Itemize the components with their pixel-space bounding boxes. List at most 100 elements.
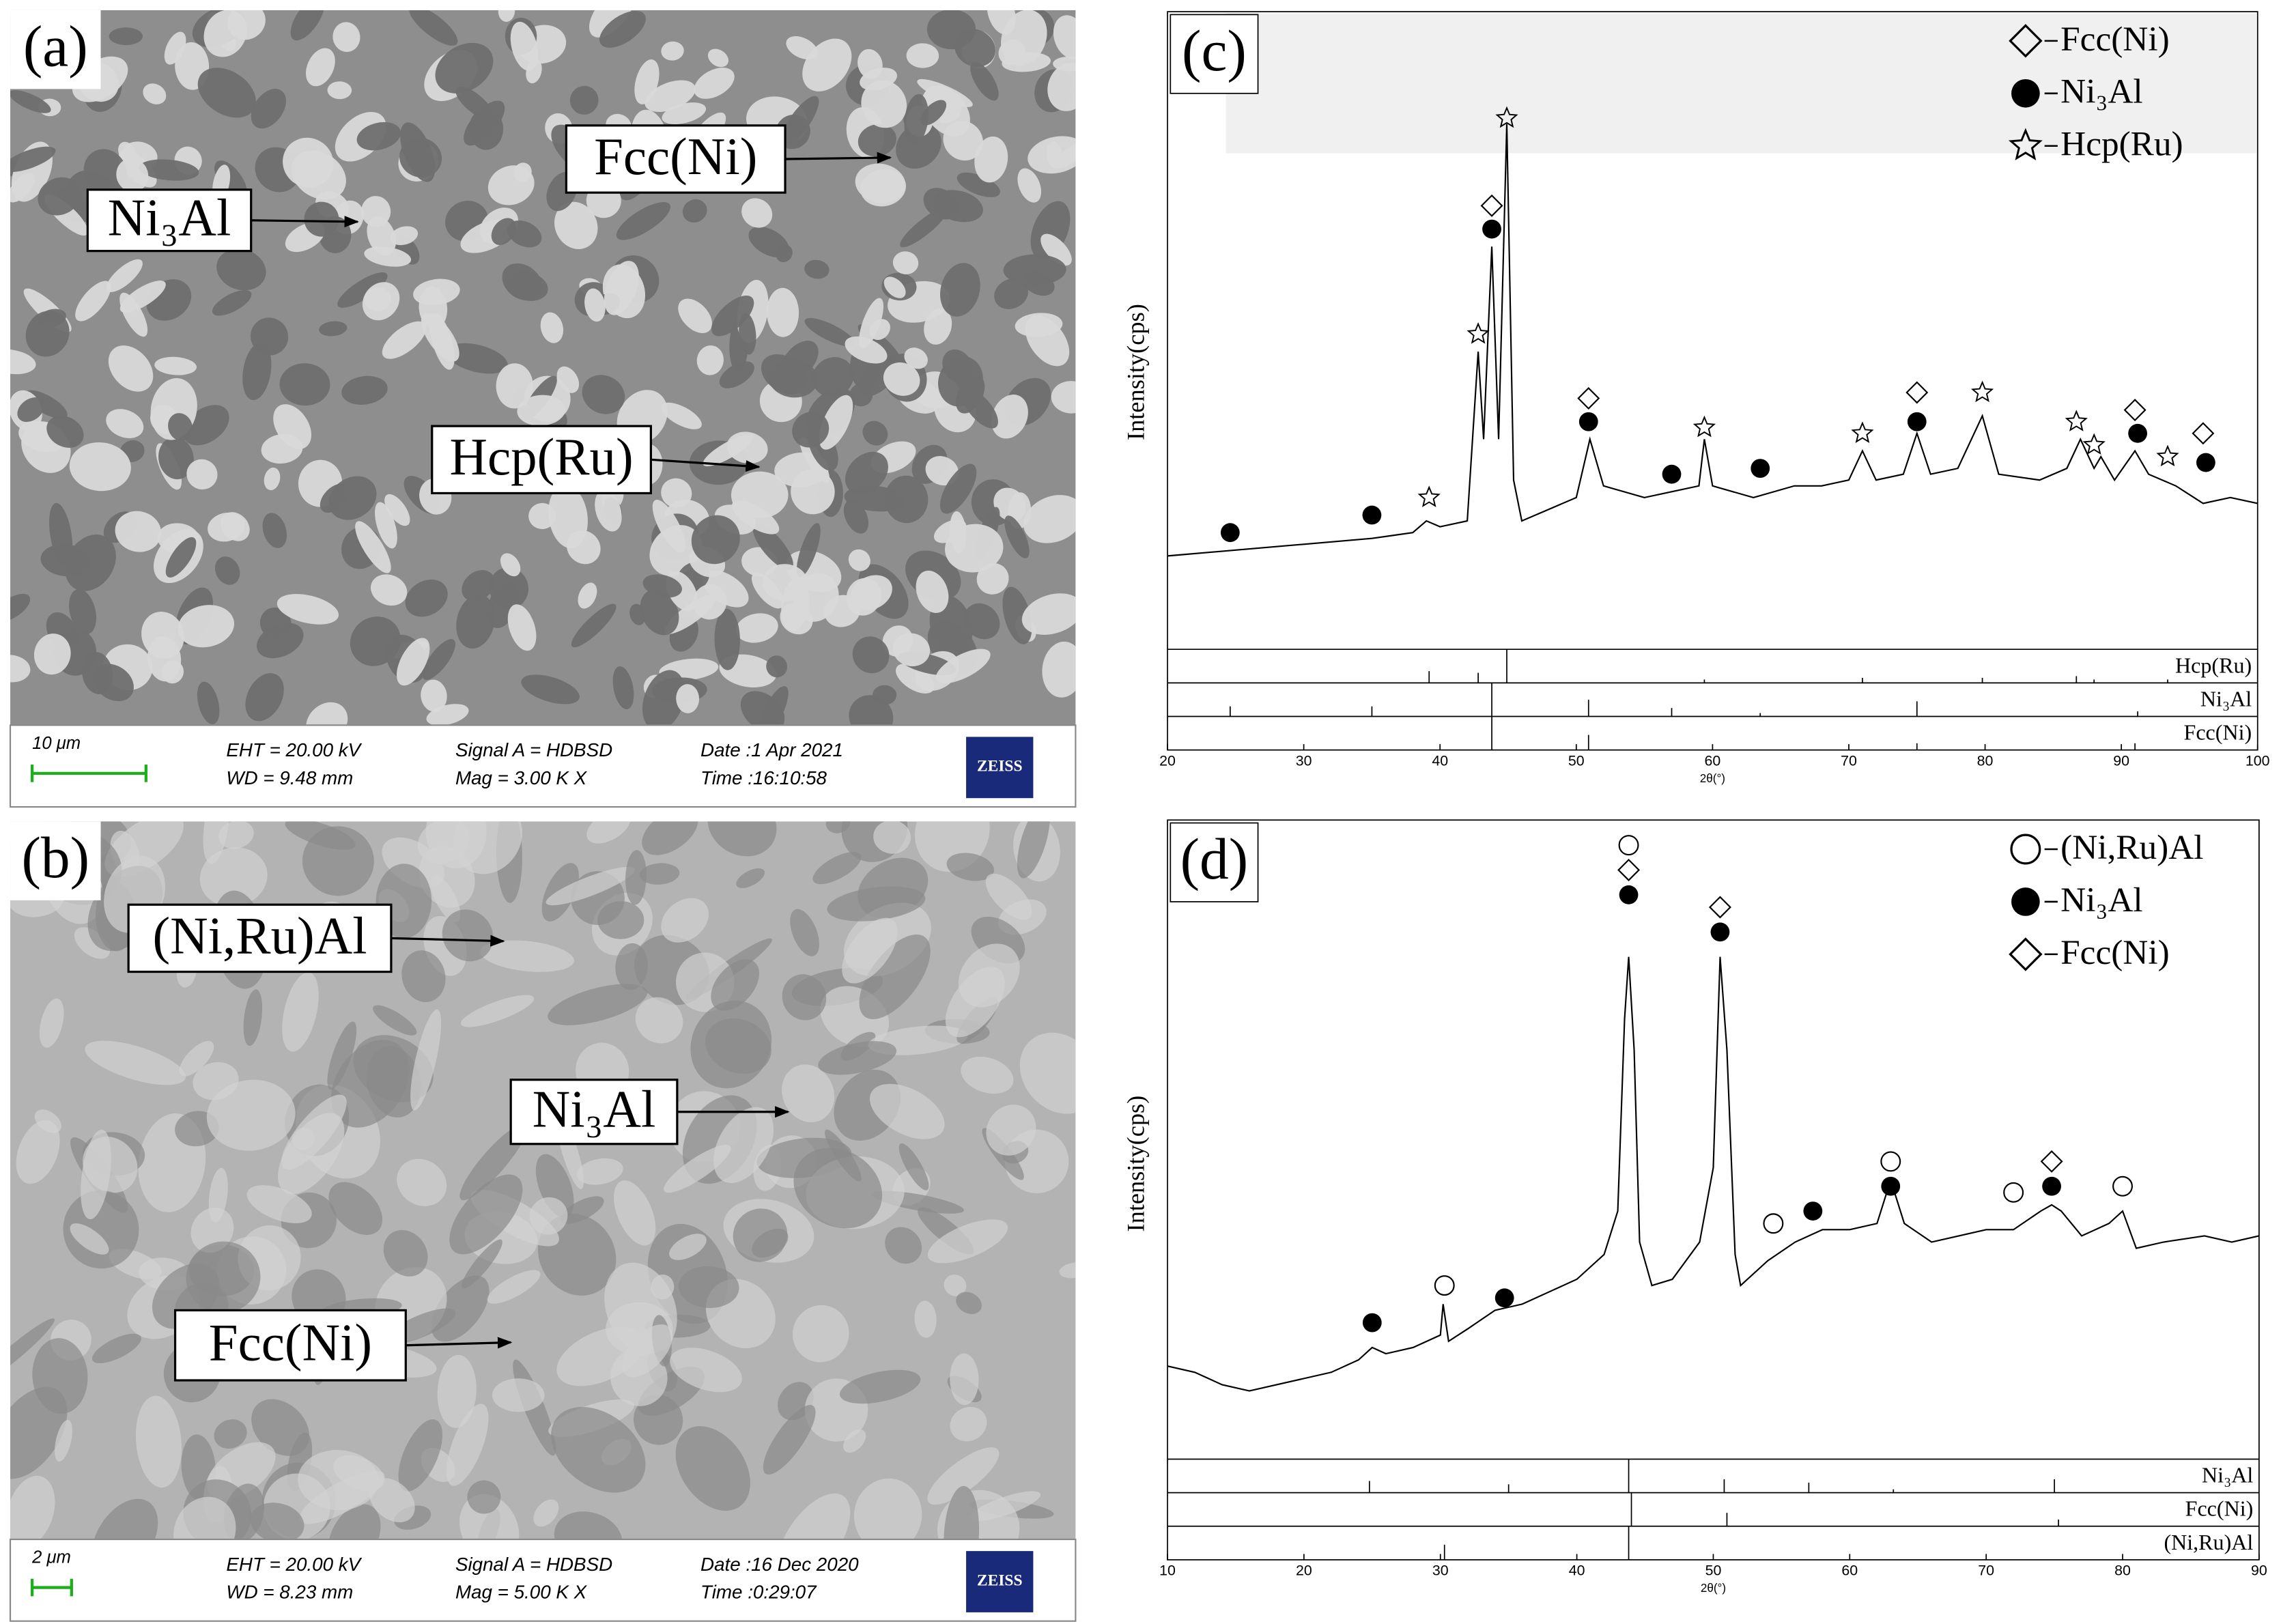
grain [116, 158, 149, 193]
grain [375, 502, 397, 549]
grain [649, 525, 702, 576]
grain [776, 1493, 851, 1540]
grain [10, 655, 31, 683]
grain [104, 821, 184, 877]
reference-label: Ni₃Al [2200, 686, 2252, 711]
grain [599, 10, 646, 48]
grain [91, 1333, 141, 1364]
grain [256, 623, 304, 659]
grain [939, 464, 977, 514]
grain [250, 1502, 304, 1540]
grain [986, 1105, 1036, 1156]
grain [958, 943, 1020, 1008]
grain [65, 535, 116, 591]
info-text: Time :16:10:58 [700, 767, 827, 788]
grain [487, 1270, 541, 1304]
grain [203, 821, 229, 864]
marker-star [1467, 322, 1490, 344]
grain [186, 1241, 261, 1313]
grain [109, 27, 143, 46]
grain [517, 395, 566, 426]
info-text: EHT = 20.00 kV [226, 1554, 362, 1575]
marker-star [1692, 415, 1716, 438]
grain [935, 649, 991, 683]
grain [464, 100, 505, 146]
grain [987, 10, 1016, 35]
marker-dot [1362, 1313, 1382, 1333]
x-tick-label: 80 [2114, 1563, 2131, 1579]
grain [939, 263, 980, 317]
annotation-arrow [251, 216, 359, 228]
grain [413, 279, 460, 306]
grain [825, 821, 851, 834]
marker-diamond [2192, 422, 2215, 445]
grain [761, 354, 808, 395]
x-tick-label: 20 [1159, 752, 1176, 769]
marker-diamond [1708, 896, 1731, 919]
x-tick-label: 30 [1432, 1563, 1449, 1579]
grain [675, 1426, 750, 1511]
grain [409, 10, 458, 46]
grain [991, 395, 1028, 439]
marker-star [2156, 444, 2179, 467]
marker-dot [1881, 1176, 1901, 1196]
marker-dot [1907, 412, 1927, 431]
grain [944, 1485, 980, 1540]
info-text: Signal A = HDBSD [455, 1554, 612, 1575]
grain [251, 1399, 310, 1456]
grain [401, 950, 446, 1003]
x-tick-label: 40 [1432, 752, 1448, 769]
marker-diamond [2123, 399, 2147, 422]
legend-label: Fcc(Ni) [2060, 20, 2169, 59]
grain [216, 248, 266, 291]
grain [178, 605, 235, 648]
grain [505, 271, 548, 301]
grain [915, 821, 990, 872]
grain [400, 122, 436, 182]
grain [85, 1040, 186, 1085]
grain [173, 1496, 236, 1540]
grain [776, 244, 793, 263]
grain [614, 1180, 656, 1246]
grain [1042, 641, 1076, 698]
grain [25, 311, 70, 357]
grain [10, 1475, 55, 1540]
grain [397, 638, 430, 686]
grain [906, 43, 939, 68]
grain [678, 298, 712, 334]
annotation-box [127, 903, 393, 973]
marker-dot [2011, 79, 2040, 108]
grain [214, 556, 240, 585]
grain [883, 362, 920, 396]
grain [950, 1406, 987, 1442]
grain [804, 317, 855, 347]
x-tick-label: 70 [1978, 1563, 1994, 1579]
grain [661, 478, 692, 509]
x-tick-label: 90 [2113, 752, 2129, 769]
grain [1021, 593, 1076, 635]
x-tick-label: 60 [1705, 752, 1721, 769]
grain [390, 226, 419, 246]
grain [554, 1511, 623, 1540]
logo-box [966, 737, 1034, 799]
reference-label: Ni₃Al [2202, 1463, 2253, 1487]
grain [661, 402, 702, 429]
grain [91, 1498, 158, 1540]
grain [957, 172, 1000, 197]
grain [804, 259, 830, 279]
grain [199, 847, 268, 907]
marker-circle [1434, 1275, 1455, 1296]
grain [548, 485, 588, 549]
grain [364, 246, 412, 267]
marker-circle [1763, 1213, 1784, 1234]
grain [32, 1338, 88, 1414]
panel-label-box [1170, 822, 1259, 902]
grain [34, 1109, 61, 1133]
grain [976, 562, 1009, 595]
grain [819, 395, 853, 450]
grain [924, 308, 952, 345]
grain [197, 681, 220, 724]
grain [319, 321, 348, 337]
grain [842, 917, 898, 984]
